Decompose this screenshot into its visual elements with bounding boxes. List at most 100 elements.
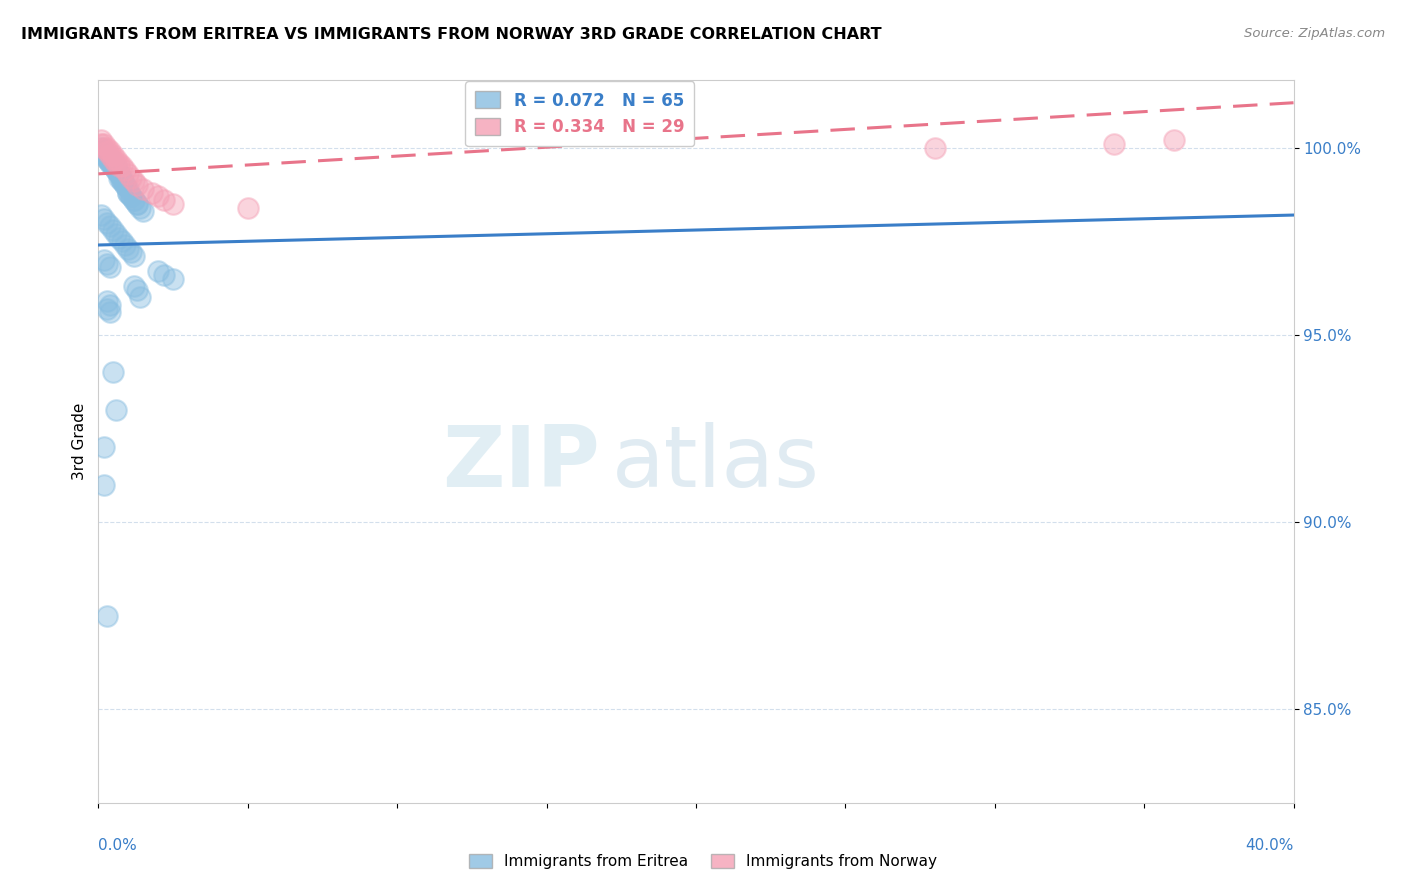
Point bbox=[114, 163, 136, 178]
Point bbox=[111, 170, 134, 185]
Point bbox=[108, 230, 131, 244]
Point bbox=[127, 196, 149, 211]
Point bbox=[124, 193, 146, 207]
Point bbox=[98, 145, 122, 159]
Legend: Immigrants from Eritrea, Immigrants from Norway: Immigrants from Eritrea, Immigrants from… bbox=[463, 847, 943, 875]
Point bbox=[236, 201, 259, 215]
Point bbox=[162, 196, 184, 211]
Point bbox=[93, 148, 115, 162]
Point bbox=[127, 178, 149, 193]
Point bbox=[124, 279, 146, 293]
Point bbox=[90, 141, 112, 155]
Point bbox=[124, 193, 146, 207]
Point bbox=[96, 145, 118, 159]
Point bbox=[108, 170, 131, 185]
Point bbox=[96, 257, 118, 271]
Point bbox=[105, 163, 128, 178]
Point bbox=[1163, 133, 1185, 147]
Point bbox=[124, 174, 146, 188]
Point bbox=[105, 160, 128, 174]
Point bbox=[93, 477, 115, 491]
Text: IMMIGRANTS FROM ERITREA VS IMMIGRANTS FROM NORWAY 3RD GRADE CORRELATION CHART: IMMIGRANTS FROM ERITREA VS IMMIGRANTS FR… bbox=[21, 27, 882, 42]
Point bbox=[98, 219, 122, 234]
Point bbox=[117, 186, 139, 200]
Point bbox=[120, 189, 142, 203]
Point bbox=[96, 141, 118, 155]
Text: ZIP: ZIP bbox=[443, 422, 600, 505]
Text: Source: ZipAtlas.com: Source: ZipAtlas.com bbox=[1244, 27, 1385, 40]
Point bbox=[98, 148, 122, 162]
Point bbox=[98, 305, 122, 319]
Point bbox=[127, 283, 149, 297]
Point bbox=[96, 215, 118, 229]
Point bbox=[93, 136, 115, 151]
Point bbox=[96, 148, 118, 162]
Point bbox=[117, 186, 139, 200]
Point bbox=[93, 440, 115, 454]
Point bbox=[153, 193, 176, 207]
Point bbox=[111, 160, 134, 174]
Point bbox=[153, 268, 176, 282]
Point bbox=[103, 148, 125, 162]
Point bbox=[103, 155, 125, 169]
Point bbox=[129, 201, 152, 215]
Point bbox=[120, 189, 142, 203]
Point bbox=[114, 178, 136, 193]
Point bbox=[103, 152, 125, 166]
Point bbox=[98, 260, 122, 275]
Point bbox=[117, 167, 139, 181]
Point bbox=[120, 170, 142, 185]
Point bbox=[1104, 136, 1126, 151]
Point bbox=[132, 182, 155, 196]
Text: 40.0%: 40.0% bbox=[1246, 838, 1294, 853]
Point bbox=[105, 402, 128, 417]
Point bbox=[96, 294, 118, 309]
Point bbox=[127, 196, 149, 211]
Point bbox=[90, 136, 112, 151]
Point bbox=[148, 189, 170, 203]
Point bbox=[103, 365, 125, 379]
Point bbox=[103, 223, 125, 237]
Point bbox=[108, 167, 131, 181]
Point bbox=[924, 141, 946, 155]
Point bbox=[141, 186, 163, 200]
Point bbox=[93, 211, 115, 226]
Point bbox=[103, 160, 125, 174]
Point bbox=[117, 182, 139, 196]
Point bbox=[111, 174, 134, 188]
Point bbox=[108, 155, 131, 169]
Text: atlas: atlas bbox=[613, 422, 820, 505]
Point bbox=[96, 301, 118, 316]
Text: 0.0%: 0.0% bbox=[98, 838, 138, 853]
Point bbox=[98, 152, 122, 166]
Point bbox=[96, 152, 118, 166]
Point bbox=[90, 145, 112, 159]
Point bbox=[108, 167, 131, 181]
Point bbox=[98, 298, 122, 312]
Point bbox=[98, 155, 122, 169]
Point bbox=[93, 252, 115, 267]
Point bbox=[111, 234, 134, 248]
Legend: R = 0.072   N = 65, R = 0.334   N = 29: R = 0.072 N = 65, R = 0.334 N = 29 bbox=[465, 81, 695, 146]
Point bbox=[111, 174, 134, 188]
Point bbox=[96, 152, 118, 166]
Point bbox=[124, 249, 146, 263]
Point bbox=[105, 163, 128, 178]
Point bbox=[105, 152, 128, 166]
Point bbox=[120, 245, 142, 260]
Point bbox=[105, 155, 128, 169]
Point bbox=[114, 178, 136, 193]
Point bbox=[108, 160, 131, 174]
Point bbox=[117, 242, 139, 256]
Point bbox=[105, 227, 128, 241]
Point bbox=[93, 145, 115, 159]
Point bbox=[162, 271, 184, 285]
Point bbox=[129, 290, 152, 304]
Point bbox=[103, 160, 125, 174]
Point bbox=[148, 264, 170, 278]
Y-axis label: 3rd Grade: 3rd Grade bbox=[72, 403, 87, 480]
Point bbox=[132, 204, 155, 219]
Point bbox=[93, 141, 115, 155]
Point bbox=[90, 208, 112, 222]
Point bbox=[98, 155, 122, 169]
